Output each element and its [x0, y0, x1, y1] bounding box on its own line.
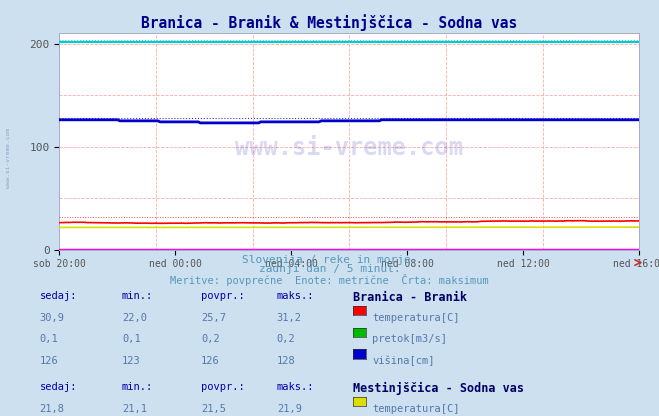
Text: pretok[m3/s]: pretok[m3/s]: [372, 334, 447, 344]
Text: 22,0: 22,0: [122, 313, 147, 323]
Text: Branica - Branik & Mestinjščica - Sodna vas: Branica - Branik & Mestinjščica - Sodna …: [142, 15, 517, 31]
Text: maks.:: maks.:: [277, 382, 314, 392]
Text: zadnji dan / 5 minut.: zadnji dan / 5 minut.: [258, 264, 401, 274]
Text: 126: 126: [40, 356, 58, 366]
Text: 123: 123: [122, 356, 140, 366]
Text: 0,2: 0,2: [201, 334, 219, 344]
Text: min.:: min.:: [122, 382, 153, 392]
Text: Branica - Branik: Branica - Branik: [353, 291, 467, 304]
Text: temperatura[C]: temperatura[C]: [372, 404, 460, 414]
Text: 126: 126: [201, 356, 219, 366]
Text: temperatura[C]: temperatura[C]: [372, 313, 460, 323]
Text: 21,1: 21,1: [122, 404, 147, 414]
Text: 21,9: 21,9: [277, 404, 302, 414]
Text: Slovenija / reke in morje.: Slovenija / reke in morje.: [242, 255, 417, 265]
Text: 128: 128: [277, 356, 295, 366]
Text: 21,5: 21,5: [201, 404, 226, 414]
Text: 31,2: 31,2: [277, 313, 302, 323]
Text: Mestinjščica - Sodna vas: Mestinjščica - Sodna vas: [353, 382, 523, 395]
Text: 25,7: 25,7: [201, 313, 226, 323]
Text: 30,9: 30,9: [40, 313, 65, 323]
Text: 21,8: 21,8: [40, 404, 65, 414]
Text: povpr.:: povpr.:: [201, 291, 244, 301]
Text: višina[cm]: višina[cm]: [372, 356, 435, 366]
Text: Meritve: povprečne  Enote: metrične  Črta: maksimum: Meritve: povprečne Enote: metrične Črta:…: [170, 274, 489, 286]
Text: povpr.:: povpr.:: [201, 382, 244, 392]
Text: 0,1: 0,1: [40, 334, 58, 344]
Text: min.:: min.:: [122, 291, 153, 301]
Text: www.si-vreme.com: www.si-vreme.com: [6, 128, 11, 188]
Text: 0,1: 0,1: [122, 334, 140, 344]
Text: maks.:: maks.:: [277, 291, 314, 301]
Text: sedaj:: sedaj:: [40, 382, 77, 392]
Text: 0,2: 0,2: [277, 334, 295, 344]
Text: www.si-vreme.com: www.si-vreme.com: [235, 136, 463, 160]
Text: sedaj:: sedaj:: [40, 291, 77, 301]
